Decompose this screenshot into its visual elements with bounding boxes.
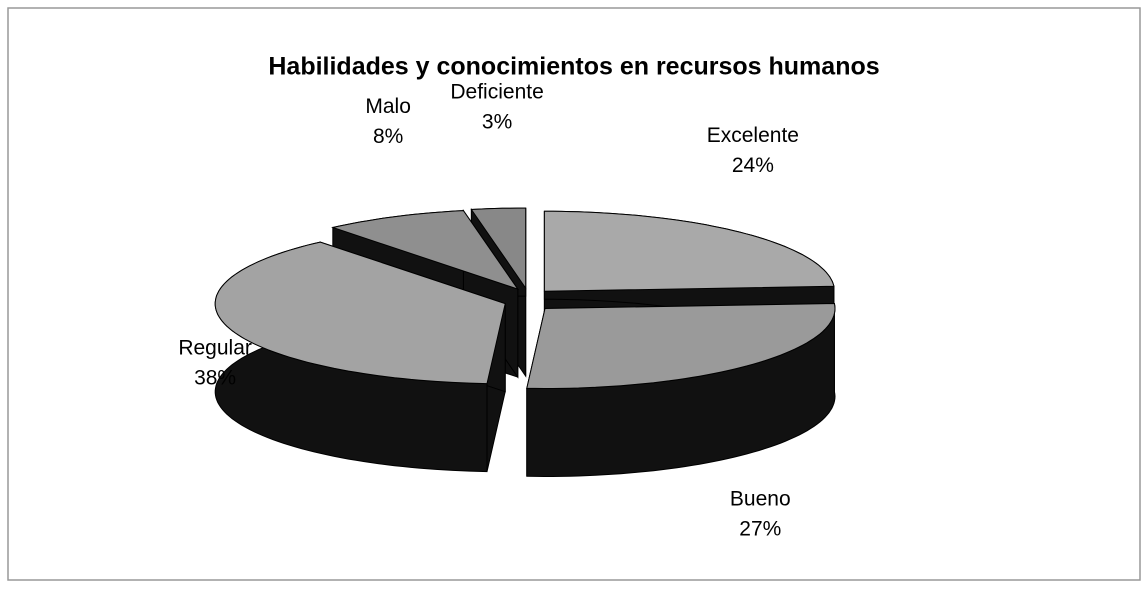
- data-label: 24%: [732, 154, 774, 177]
- slice: [331, 210, 520, 291]
- data-label-name: Malo: [365, 95, 411, 118]
- data-label: 3%: [482, 110, 512, 133]
- slice: [543, 210, 835, 292]
- data-label: 38%: [194, 366, 236, 389]
- data-label: 8%: [373, 125, 403, 148]
- data-label-name: Regular: [178, 336, 252, 359]
- slice: [470, 207, 527, 290]
- slice: [526, 302, 836, 389]
- data-label: 27%: [739, 518, 781, 541]
- data-label-name: Deficiente: [450, 80, 543, 103]
- data-label-name: Bueno: [730, 488, 791, 511]
- data-label-name: Excelente: [707, 124, 799, 147]
- chart-title: Habilidades y conocimientos en recursos …: [268, 53, 879, 81]
- pie: [214, 207, 836, 477]
- slice: [214, 241, 506, 385]
